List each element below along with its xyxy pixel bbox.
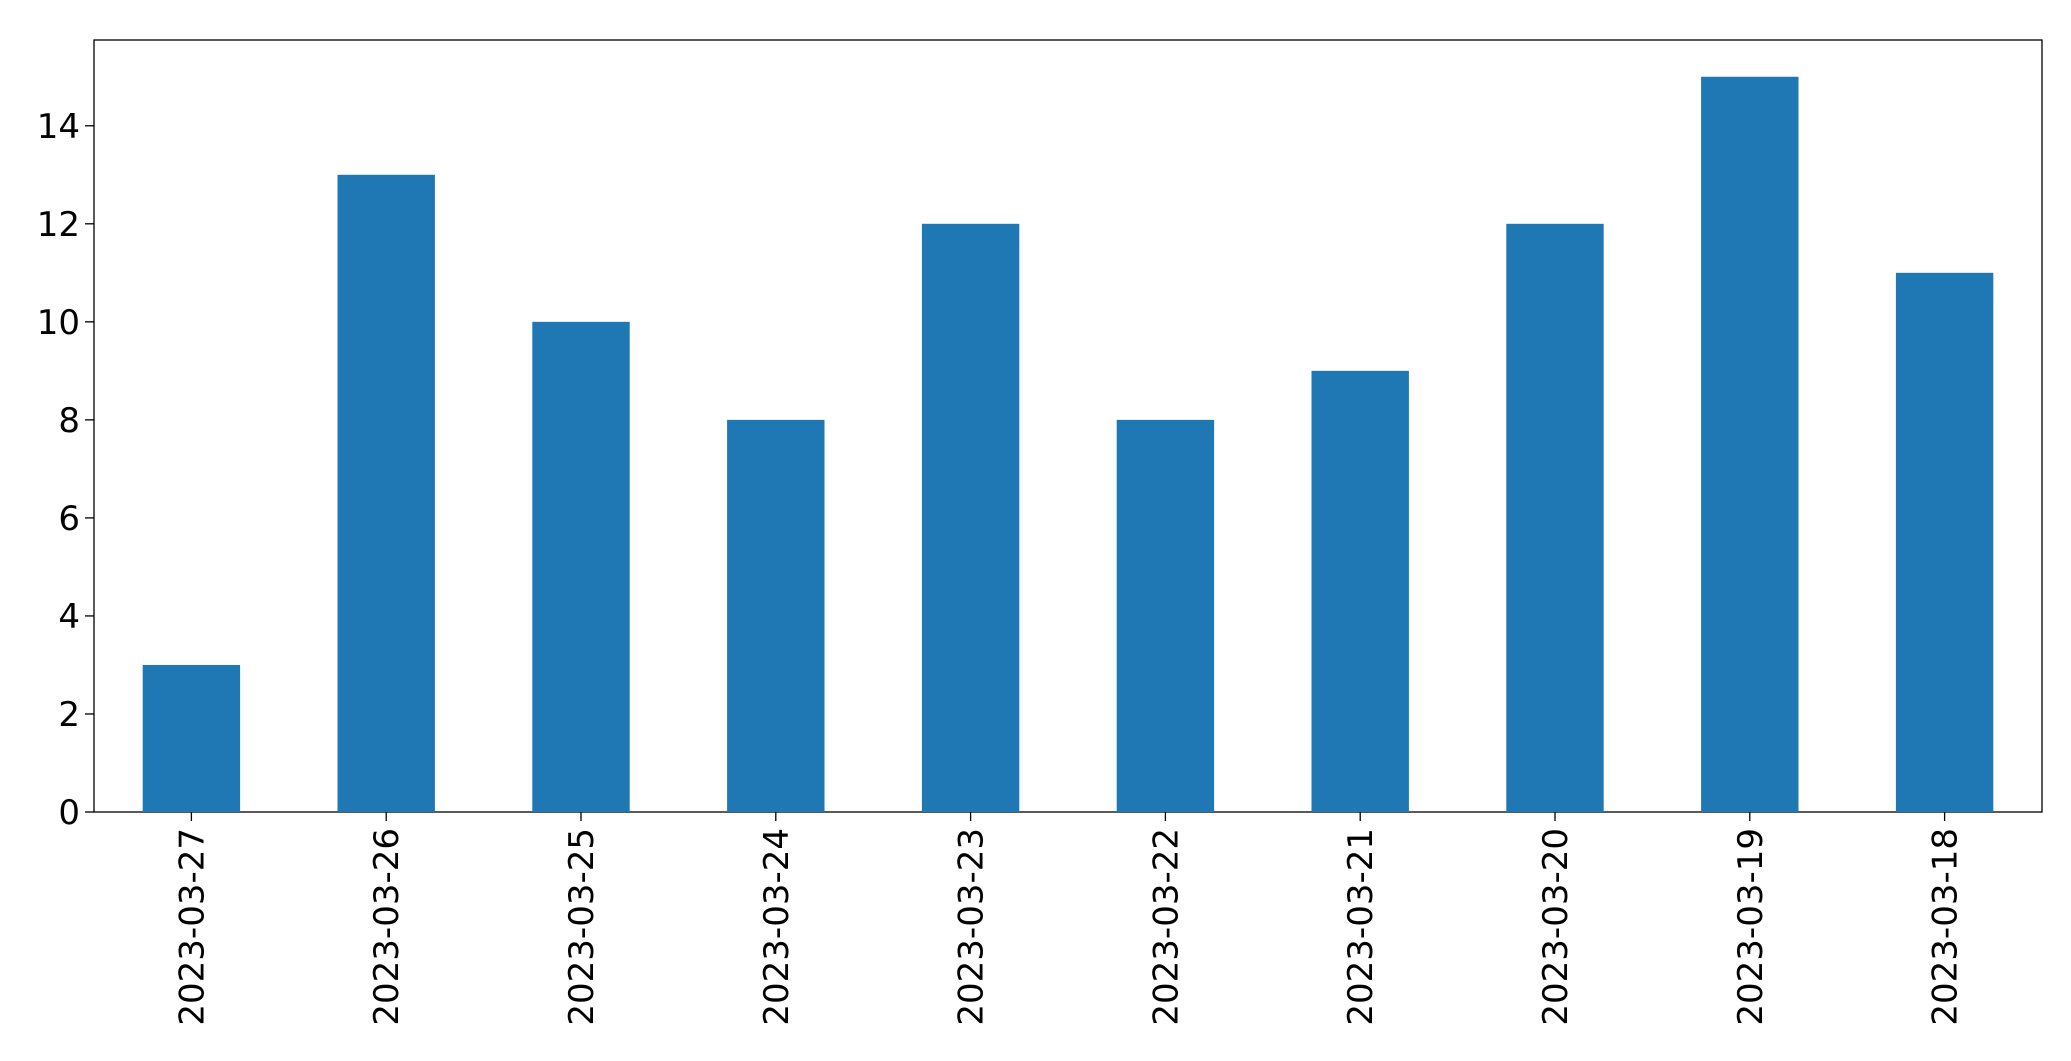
x-tick-label: 2023-03-26 — [367, 828, 407, 1026]
y-tick-label: 2 — [58, 695, 80, 735]
x-tick-label: 2023-03-27 — [172, 828, 212, 1026]
x-tick-label: 2023-03-24 — [757, 828, 797, 1026]
bar — [921, 223, 1020, 813]
bar — [1506, 223, 1604, 813]
y-tick-label: 8 — [58, 401, 80, 441]
y-tick-label: 10 — [37, 303, 80, 343]
bar — [1311, 370, 1409, 812]
x-tick-label: 2023-03-18 — [1926, 828, 1966, 1026]
y-tick-label: 14 — [37, 107, 80, 147]
y-tick-label: 12 — [37, 205, 80, 245]
x-tick-label: 2023-03-25 — [562, 828, 602, 1026]
x-tick-label: 2023-03-19 — [1731, 828, 1771, 1026]
bar — [1895, 272, 1994, 812]
x-tick-label: 2023-03-22 — [1146, 828, 1186, 1026]
x-tick-label: 2023-03-23 — [952, 828, 992, 1026]
bar — [142, 664, 241, 812]
y-tick-label: 4 — [58, 597, 80, 637]
bar — [337, 174, 435, 813]
y-tick-label: 6 — [58, 499, 80, 539]
bar — [532, 321, 630, 812]
bar — [1701, 76, 1799, 812]
y-tick-label: 0 — [58, 793, 80, 833]
axes-frame — [93, 39, 2043, 813]
x-tick-label: 2023-03-21 — [1341, 828, 1381, 1026]
x-tick-label: 2023-03-20 — [1536, 828, 1576, 1026]
bar — [1116, 419, 1215, 812]
bar — [727, 419, 825, 812]
